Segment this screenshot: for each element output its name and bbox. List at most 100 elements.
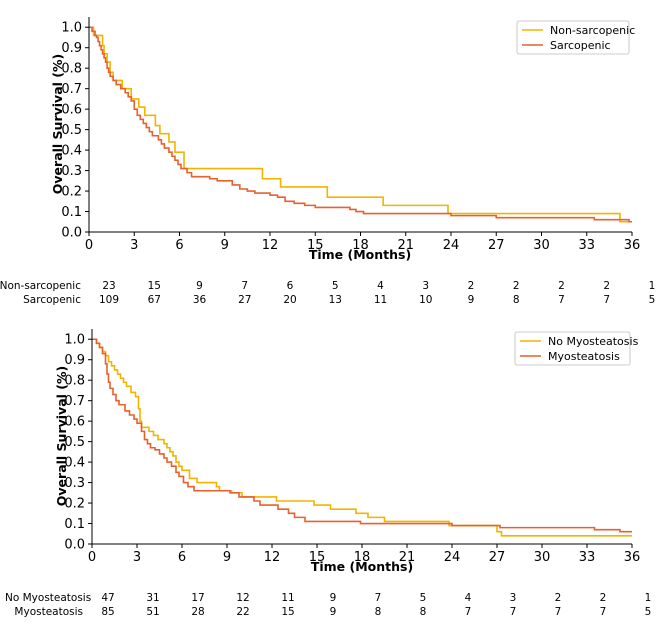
legend-label-non-sarcopenic: Non-sarcopenic <box>550 24 635 37</box>
risk-count: 11 <box>374 294 387 306</box>
risk-count: 9 <box>196 280 203 292</box>
risk-count: 7 <box>465 606 472 618</box>
risk-count: 8 <box>513 294 520 306</box>
risk-count: 85 <box>101 606 114 618</box>
series-line-myosteatosis <box>92 338 632 533</box>
y-tick-label: 0.5 <box>64 435 85 450</box>
y-tick-label: 0.7 <box>61 82 82 97</box>
legend-box <box>514 331 631 366</box>
x-tick-label: 27 <box>488 238 505 253</box>
x-tick-label: 9 <box>221 238 229 253</box>
x-tick-label: 12 <box>264 550 281 565</box>
x-tick-labels: 0 3 6 9 12 15 18 21 24 27 30 33 36 <box>88 544 640 565</box>
y-tick-label: 0.6 <box>61 103 82 118</box>
x-tick-label: 0 <box>85 238 93 253</box>
risk-count: 7 <box>241 280 248 292</box>
risk-count: 2 <box>558 280 565 292</box>
y-tick-labels: 0.0 0.1 0.2 0.3 0.4 0.5 0.6 0.7 0.8 0.9 1.0 <box>64 333 92 553</box>
plot-area <box>92 338 632 537</box>
y-tick-label: 1.0 <box>64 333 85 348</box>
y-tick-label: 0.4 <box>64 456 85 471</box>
x-tick-label: 6 <box>175 238 183 253</box>
chart-panel-myosteatosis: 0.00.10.20.30.40.50.60.70.80.91.0 0 3 6 9 12… <box>5 329 651 618</box>
risk-count: 3 <box>510 592 517 604</box>
risk-count: 15 <box>148 280 161 292</box>
risk-count: 1 <box>645 592 652 604</box>
x-tick-label: 15 <box>309 550 326 565</box>
risk-count: 109 <box>99 294 119 306</box>
risk-count: 9 <box>330 606 337 618</box>
legend: Non-sarcopenic Sarcopenic <box>516 20 635 55</box>
y-tick-label: 0.8 <box>64 374 85 389</box>
x-axis-label: Time (Months) <box>309 247 411 262</box>
risk-count: 5 <box>649 294 656 306</box>
x-tick-label: 33 <box>578 238 595 253</box>
x-tick-label: 24 <box>443 238 460 253</box>
x-tick-label: 3 <box>133 550 141 565</box>
risk-count: 9 <box>330 592 337 604</box>
risk-row-label-myosteatosis: Myosteatosis <box>14 606 83 618</box>
risk-count: 22 <box>236 606 249 618</box>
series-line-non-sarcopenic <box>89 26 632 223</box>
legend-label-no-myosteatosis: No Myosteatosis <box>548 335 639 348</box>
risk-count: 27 <box>238 294 251 306</box>
x-tick-label: 9 <box>223 550 231 565</box>
risk-count: 4 <box>377 280 384 292</box>
y-tick-label: 0.4 <box>61 144 82 159</box>
y-tick-label: 0.6 <box>64 415 85 430</box>
risk-count: 12 <box>236 592 249 604</box>
risk-count: 7 <box>558 294 565 306</box>
x-tick-label: 36 <box>624 238 641 253</box>
plot-area <box>89 26 632 223</box>
risk-count: 36 <box>193 294 207 306</box>
risk-count: 31 <box>146 592 159 604</box>
y-tick-label: 0.0 <box>61 226 82 241</box>
x-tick-label: 24 <box>444 550 461 565</box>
x-tick-label: 15 <box>307 238 324 253</box>
y-axis-label: Overall Survival (%) <box>54 366 69 506</box>
chart-panel-sarcopenia: 0.00.10.20.30.40.50.60.70.80.91.0 0 3 6 9 12… <box>0 17 655 306</box>
risk-count: 4 <box>465 592 472 604</box>
risk-count: 2 <box>555 592 562 604</box>
risk-count: 2 <box>600 592 607 604</box>
risk-table: Non-sarcopenic Sarcopenic 23 15 9 7 6 5 4 3 2 2 2 2… <box>0 280 655 306</box>
risk-count: 7 <box>555 606 562 618</box>
risk-count: 7 <box>603 294 610 306</box>
risk-table: No Myosteatosis Myosteatosis 4 7 31 1 7 12 11 9… <box>5 592 651 618</box>
legend-box <box>516 20 630 55</box>
y-tick-label: 0.3 <box>64 476 85 491</box>
x-tick-label: 21 <box>399 550 416 565</box>
risk-count: 67 <box>148 294 161 306</box>
x-tick-label: 27 <box>489 550 506 565</box>
risk-count: 8 <box>420 606 427 618</box>
risk-row-label-no-myosteatosis: No Myosteatosis <box>5 592 91 604</box>
y-tick-label: 0.2 <box>64 497 85 512</box>
risk-count: 2 <box>513 280 520 292</box>
risk-row-label-sarcopenic: Sarcopenic <box>23 294 81 306</box>
risk-count: 2 <box>468 280 475 292</box>
y-tick-label: 0.2 <box>61 185 82 200</box>
risk-count: 23 <box>102 280 115 292</box>
x-tick-label: 12 <box>262 238 279 253</box>
y-tick-label: 0.1 <box>61 205 82 220</box>
x-axis-label: Time (Months) <box>311 559 413 574</box>
y-tick-label: 0.5 <box>61 123 82 138</box>
risk-count: 1 <box>649 280 656 292</box>
risk-count: 7 <box>600 606 607 618</box>
risk-count: 13 <box>329 294 342 306</box>
risk-count: 51 <box>146 606 159 618</box>
risk-count: 5 <box>420 592 427 604</box>
risk-count: 28 <box>191 606 204 618</box>
y-tick-label: 0.0 <box>64 538 85 553</box>
risk-count: 7 <box>375 592 382 604</box>
risk-counts: 47 31 17 12 11 9 7 5 4 3 2 2 185 51 28 22 15 9 8 8 7 7 7 7 5 <box>101 592 651 618</box>
risk-count: 11 <box>281 592 294 604</box>
risk-count: 5 <box>645 606 652 618</box>
legend: No Myosteatosis Myosteatosis <box>514 331 639 366</box>
y-axis-label: Overall Survival (%) <box>50 54 65 194</box>
y-tick-label: 1.0 <box>61 21 82 36</box>
x-tick-label: 21 <box>397 238 414 253</box>
risk-count: 3 <box>422 280 429 292</box>
x-tick-label: 30 <box>534 550 551 565</box>
